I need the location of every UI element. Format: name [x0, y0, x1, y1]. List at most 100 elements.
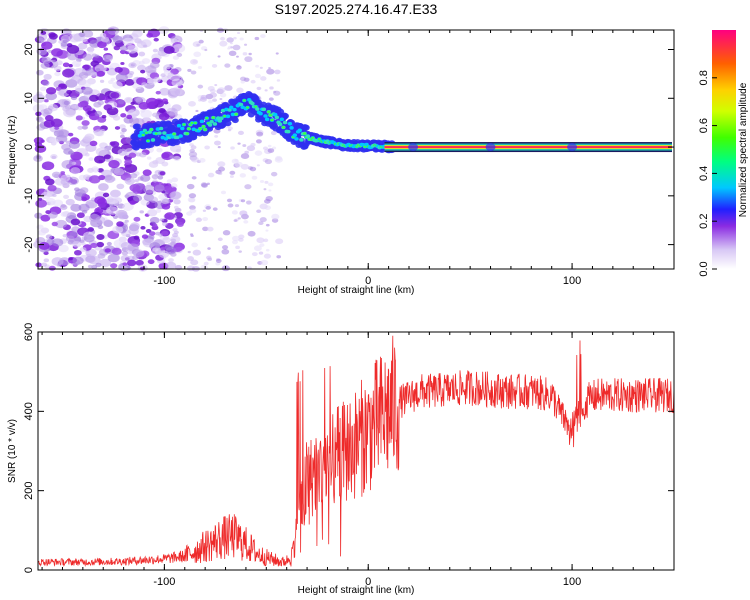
spectrogram-noise-blob — [256, 209, 262, 214]
spectrogram-noise-blob — [36, 37, 44, 43]
spectrogram-noise-blob — [260, 259, 269, 266]
spectrogram-noise-blob — [68, 33, 81, 43]
spectrogram-noise-blob — [70, 167, 81, 175]
spectrogram-noise-blob — [246, 145, 256, 152]
spectrogram-noise-blob — [238, 234, 245, 239]
spectrogram-noise-blob — [240, 76, 247, 82]
spectrogram-noise-blob — [112, 215, 118, 220]
spectrogram-noise-blob — [77, 42, 88, 50]
spectrogram-ridge-mid — [289, 126, 294, 130]
spectrogram-noise-blob — [234, 159, 239, 162]
spectrogram-noise-blob — [158, 262, 169, 270]
spectrogram-noise-blob — [254, 150, 263, 156]
spectrogram-ridge-layer — [130, 90, 672, 154]
colorbar-label: Normalized spectral amplitude — [738, 82, 749, 217]
spectrogram-ridge-mid — [250, 101, 255, 106]
spectrogram-ridge-peak — [149, 128, 153, 131]
spectrogram-noise-blob — [165, 261, 177, 270]
spectrogram-noise-blob — [195, 109, 199, 113]
spectrogram-ridge-mid — [264, 117, 270, 122]
spectrogram-noise-blob — [41, 262, 48, 267]
spectrogram-noise-blob — [237, 217, 241, 220]
spectrogram-noise-blob — [275, 238, 284, 245]
spectrogram-noise-blob — [34, 144, 47, 153]
spectrogram-xtick-label: -100 — [153, 275, 175, 287]
spectrogram-noise-blob — [140, 39, 152, 48]
spectrogram-noise-blob — [190, 58, 199, 65]
spectrogram-noise-blob — [96, 234, 105, 240]
spectrogram-noise-blob — [113, 45, 121, 51]
spectrogram-ridge-mid — [274, 115, 280, 120]
spectrogram-noise-blob — [89, 94, 99, 102]
spectrogram-noise-blob — [140, 69, 146, 74]
spectrogram-noise-blob — [121, 128, 127, 133]
spectrogram-noise-blob — [240, 163, 249, 170]
spectrogram-noise-blob — [110, 77, 116, 82]
spectrogram-noise-blob — [98, 183, 109, 191]
spectrogram-noise-blob — [239, 210, 248, 217]
spectrogram-noise-blob — [146, 32, 154, 38]
spectrogram-noise-blob — [82, 30, 94, 38]
spectrogram-noise-blob — [124, 219, 129, 223]
spectrogram-noise-blob — [135, 152, 142, 157]
spectrogram-noise-blob — [172, 43, 186, 53]
spectrogram-noise-blob — [273, 90, 281, 96]
spectrogram-ridge-mid — [255, 107, 260, 111]
spectrogram-noise-blob — [173, 155, 181, 162]
spectrogram-ridge-peak — [182, 123, 186, 126]
spectrogram-noise-blob — [268, 189, 272, 192]
spectrogram-noise-blob — [75, 115, 83, 121]
spectrogram-noise-blob — [247, 230, 256, 237]
spectrogram-noise-blob — [61, 143, 71, 151]
spectrogram-noise-blob — [126, 44, 139, 54]
spectrogram-noise-blob — [62, 68, 75, 78]
spectrogram-noise-blob — [125, 78, 135, 86]
spectrogram-noise-blob — [188, 151, 198, 158]
spectrogram-noise-blob — [91, 53, 98, 58]
snr-frame — [37, 331, 675, 571]
spectrogram-ridge-peak — [187, 127, 191, 131]
spectrogram-noise-blob — [214, 135, 219, 138]
spectrogram-ridge-mid — [158, 126, 164, 131]
colorbar-tick-label: 0.2 — [698, 214, 710, 229]
spectrogram-noise-blob — [122, 262, 128, 266]
spectrogram-noise-blob — [253, 245, 262, 252]
spectrogram-ridge-peak — [303, 132, 307, 135]
spectrogram-noise-blob — [169, 155, 175, 160]
spectrogram-noise-blob — [250, 79, 256, 84]
spectrogram-noise-blob — [58, 88, 70, 97]
spectrogram-noise-blob — [227, 203, 234, 208]
spectrogram-noise-blob — [160, 73, 166, 78]
spectrogram-noise-blob — [40, 62, 50, 69]
spectrogram-noise-blob — [237, 142, 241, 145]
spectrogram-noise-blob — [224, 63, 231, 68]
spectrogram-noise-blob — [54, 71, 61, 77]
spectrogram-noise-blob — [186, 211, 193, 216]
spectrogram-noise-blob — [119, 131, 125, 135]
spectrogram-noise-blob — [128, 62, 137, 69]
spectrogram-ytick-label: 0 — [23, 144, 35, 150]
spectrogram-noise-blob — [214, 83, 218, 87]
spectrogram-noise-blob — [68, 140, 80, 149]
spectrogram-noise-blob — [126, 114, 133, 120]
spectrogram-noise-blob — [187, 197, 196, 203]
spectrogram-noise-blob — [212, 207, 218, 211]
spectrogram-noise-blob — [204, 48, 208, 52]
spectrogram-ridge-mid — [292, 133, 298, 138]
spectrogram-ridge-peak — [211, 116, 215, 119]
spectrogram-noise-blob — [38, 197, 43, 201]
spectrogram-noise-blob — [147, 259, 155, 265]
snr-xlabel: Height of straight line (km) — [298, 585, 415, 596]
spectrogram-noise-blob — [156, 147, 163, 153]
snr-ytick-label: 600 — [23, 323, 35, 341]
spectrogram-noise-blob — [265, 229, 269, 232]
spectrogram-noise-blob — [129, 200, 136, 205]
spectrogram-noise-blob — [41, 80, 50, 86]
spectrogram-noise-blob — [87, 227, 95, 232]
snr-ytick-label: 400 — [23, 402, 35, 420]
spectrogram-noise-blob — [228, 50, 237, 57]
spectrogram-noise-blob — [244, 43, 248, 46]
spectrogram-ridge-peak — [146, 139, 150, 143]
spectrogram-noise-blob — [217, 237, 223, 242]
spectrogram-noise-blob — [133, 249, 145, 258]
